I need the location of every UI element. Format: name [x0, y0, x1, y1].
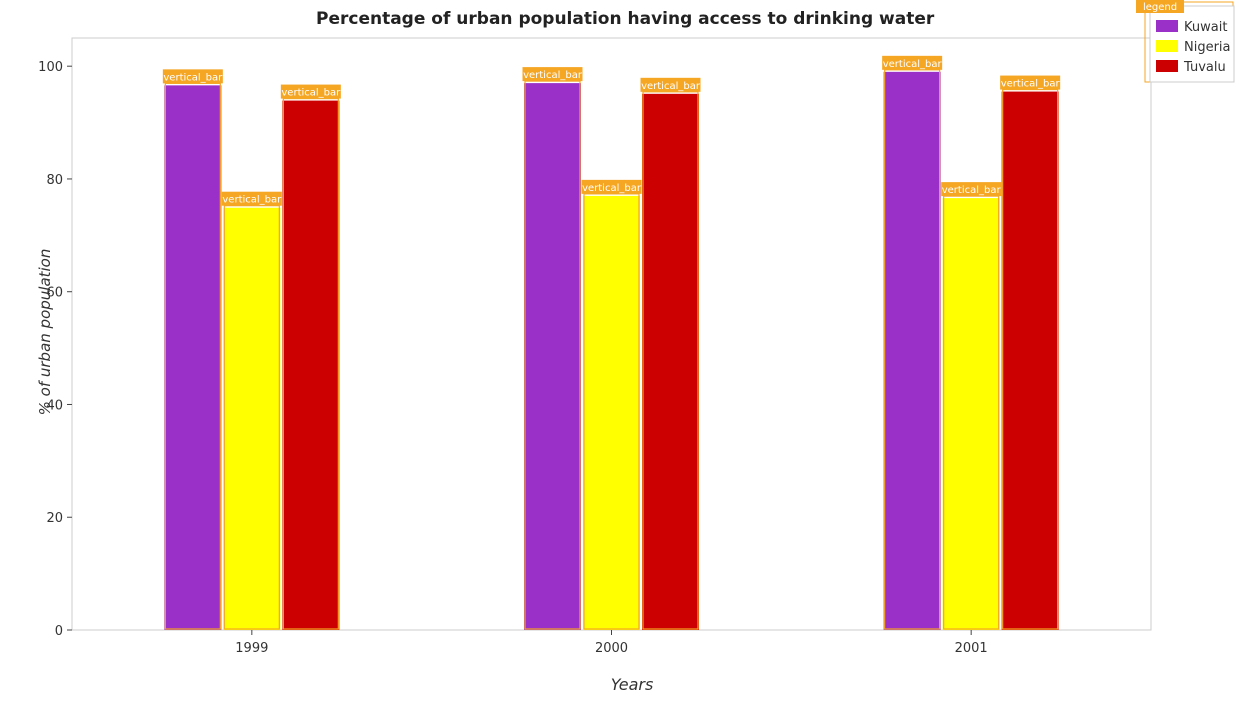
legend-swatch-nigeria — [1156, 40, 1178, 52]
bar-kuwait-2000 — [524, 83, 581, 631]
bar-annotation-tag — [162, 69, 223, 84]
legend-annotation-text: legend — [1143, 2, 1177, 13]
bar-annotation-text: vertical_bar — [942, 185, 1002, 196]
bar-annotation-tag — [1000, 75, 1061, 90]
bar-annotation-text: vertical_bar — [523, 70, 583, 81]
x-tick-label: 2001 — [955, 641, 988, 656]
bar-tuvalu-2000 — [642, 93, 699, 631]
bar-annotation-text: vertical_bar — [582, 183, 642, 194]
bar-annotation-tag — [221, 191, 282, 206]
bar-kuwait-1999 — [164, 85, 222, 631]
y-axis-label: % of urban population — [36, 249, 54, 416]
bar-annotation-text: vertical_bar — [281, 88, 341, 99]
y-tick-label: 60 — [46, 286, 63, 301]
y-tick-label: 80 — [46, 173, 63, 188]
bar-nigeria-2001 — [942, 198, 1000, 631]
y-tick-label: 0 — [55, 624, 63, 639]
legend-label-nigeria: Nigeria — [1184, 40, 1231, 55]
chart-title: Percentage of urban population having ac… — [316, 9, 935, 29]
bar-annotation-box — [884, 69, 941, 630]
bar-annotation-tag — [581, 179, 642, 194]
x-tick-label: 2000 — [595, 641, 628, 656]
bar-kuwait-2001 — [883, 71, 941, 631]
bar-annotation-text: vertical_bar — [1001, 79, 1061, 90]
x-tick-label: 1999 — [235, 641, 268, 656]
bar-annotation-tag — [941, 182, 1002, 197]
bar-tuvalu-2001 — [1001, 91, 1059, 631]
bar-nigeria-2000 — [583, 195, 640, 630]
bar-tuvalu-1999 — [282, 100, 340, 630]
x-axis-label: Years — [611, 675, 654, 694]
legend: legend Kuwait Nigeria Tuvalu — [1136, 0, 1235, 83]
bar-annotation-text: vertical_bar — [883, 59, 943, 70]
bar-annotation-tag — [522, 67, 583, 82]
y-tick-label: 40 — [46, 398, 63, 413]
legend-swatch-kuwait — [1156, 20, 1178, 32]
y-tick-label: 20 — [46, 511, 63, 526]
bar-nigeria-1999 — [223, 207, 281, 630]
bar-annotation-text: vertical_bar — [641, 81, 701, 92]
legend-label-tuvalu: Tuvalu — [1183, 60, 1226, 75]
legend-label-kuwait: Kuwait — [1184, 20, 1227, 35]
bar-annotation-text: vertical_bar — [222, 195, 282, 206]
bar-annotation-tag — [640, 77, 701, 92]
bar-annotation-text: vertical_bar — [163, 72, 223, 83]
plot-area: 020406080100vertical_barvertical_barvert… — [38, 37, 1152, 656]
y-tick-label: 100 — [38, 60, 63, 75]
bar-annotation-tag — [882, 55, 943, 70]
bar-annotation-tag — [280, 84, 341, 99]
legend-annotation-tag — [1136, 0, 1184, 13]
legend-swatch-tuvalu — [1156, 60, 1178, 72]
